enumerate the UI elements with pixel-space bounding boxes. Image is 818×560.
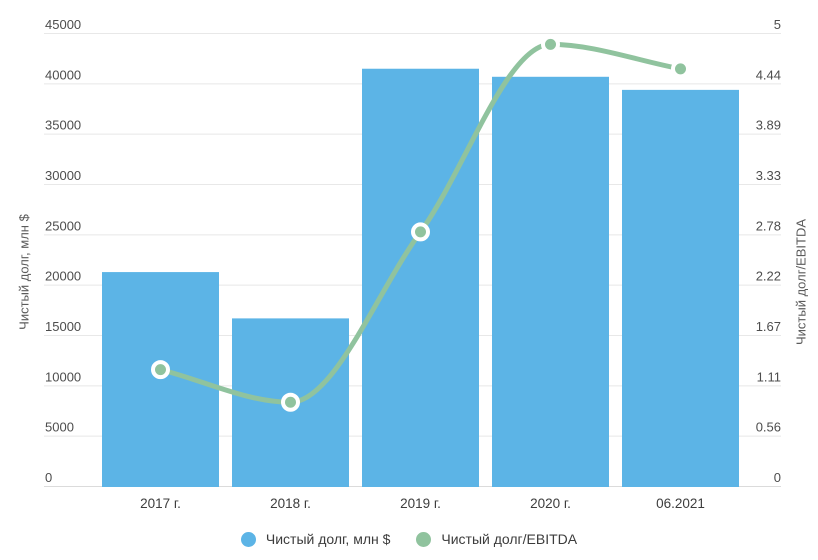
left-tick-label: 45000	[45, 17, 81, 32]
chart-canvas: 0 5000 10000 15000 20000 25000 30000 35000 40000…	[44, 17, 781, 511]
x-axis-label-4: 06.2021	[656, 496, 705, 511]
legend-label-ebitda-ratio: Чистый долг/EBITDA	[441, 531, 578, 547]
x-axis-label-3: 2020 г.	[530, 496, 571, 511]
bar-3	[492, 76, 609, 487]
right-tick-label: 1.11	[757, 369, 781, 384]
right-tick-label: 5	[774, 17, 781, 32]
legend-line-marker-icon	[416, 531, 432, 547]
left-tick-label: 0	[45, 470, 52, 485]
left-tick-label: 10000	[45, 369, 81, 384]
right-tick-label: 0	[774, 470, 781, 485]
right-tick-label: 4.44	[756, 67, 781, 82]
left-tick-label: 15000	[45, 319, 81, 334]
right-tick-label: 2.22	[756, 269, 781, 284]
right-tick-label: 3.33	[756, 168, 781, 183]
x-axis-label-1: 2018 г.	[270, 496, 311, 511]
line-marker-0	[151, 360, 170, 380]
legend-label-net-debt: Чистый долг, млн $	[265, 531, 391, 547]
left-tick-label: 25000	[45, 218, 81, 233]
right-tick-label: 3.89	[756, 118, 781, 133]
line-marker-4	[671, 59, 690, 79]
x-axis-label-0: 2017 г.	[140, 496, 181, 511]
chart-area: 0 5000 10000 15000 20000 25000 30000 35000 40000…	[16, 17, 809, 511]
right-tick-label: 0.56	[756, 420, 781, 435]
bar-4	[622, 89, 739, 487]
x-axis-label-2: 2019 г.	[400, 496, 441, 511]
left-axis-title: Чистый долг, млн $	[16, 214, 32, 330]
left-tick-label: 35000	[45, 118, 81, 133]
legend-item-ebitda-ratio[interactable]: Чистый долг/EBITDA	[416, 531, 577, 547]
chart-legend: Чистый долг, млн $ Чистый долг/EBITDA	[0, 531, 818, 547]
line-marker-2	[411, 222, 430, 242]
right-tick-label: 1.67	[756, 319, 781, 334]
right-tick-label: 2.78	[756, 218, 781, 233]
left-tick-label: 40000	[45, 67, 81, 82]
line-marker-1	[281, 392, 300, 412]
line-marker-3	[541, 34, 560, 54]
right-axis-title: Чистый долг/EBITDA	[793, 218, 809, 346]
legend-bar-marker-icon	[240, 531, 256, 547]
legend-item-net-debt[interactable]: Чистый долг, млн $	[240, 531, 391, 547]
left-tick-label: 30000	[45, 168, 81, 183]
left-tick-label: 20000	[45, 269, 81, 284]
bar-2	[362, 68, 479, 487]
left-tick-label: 5000	[45, 420, 74, 435]
